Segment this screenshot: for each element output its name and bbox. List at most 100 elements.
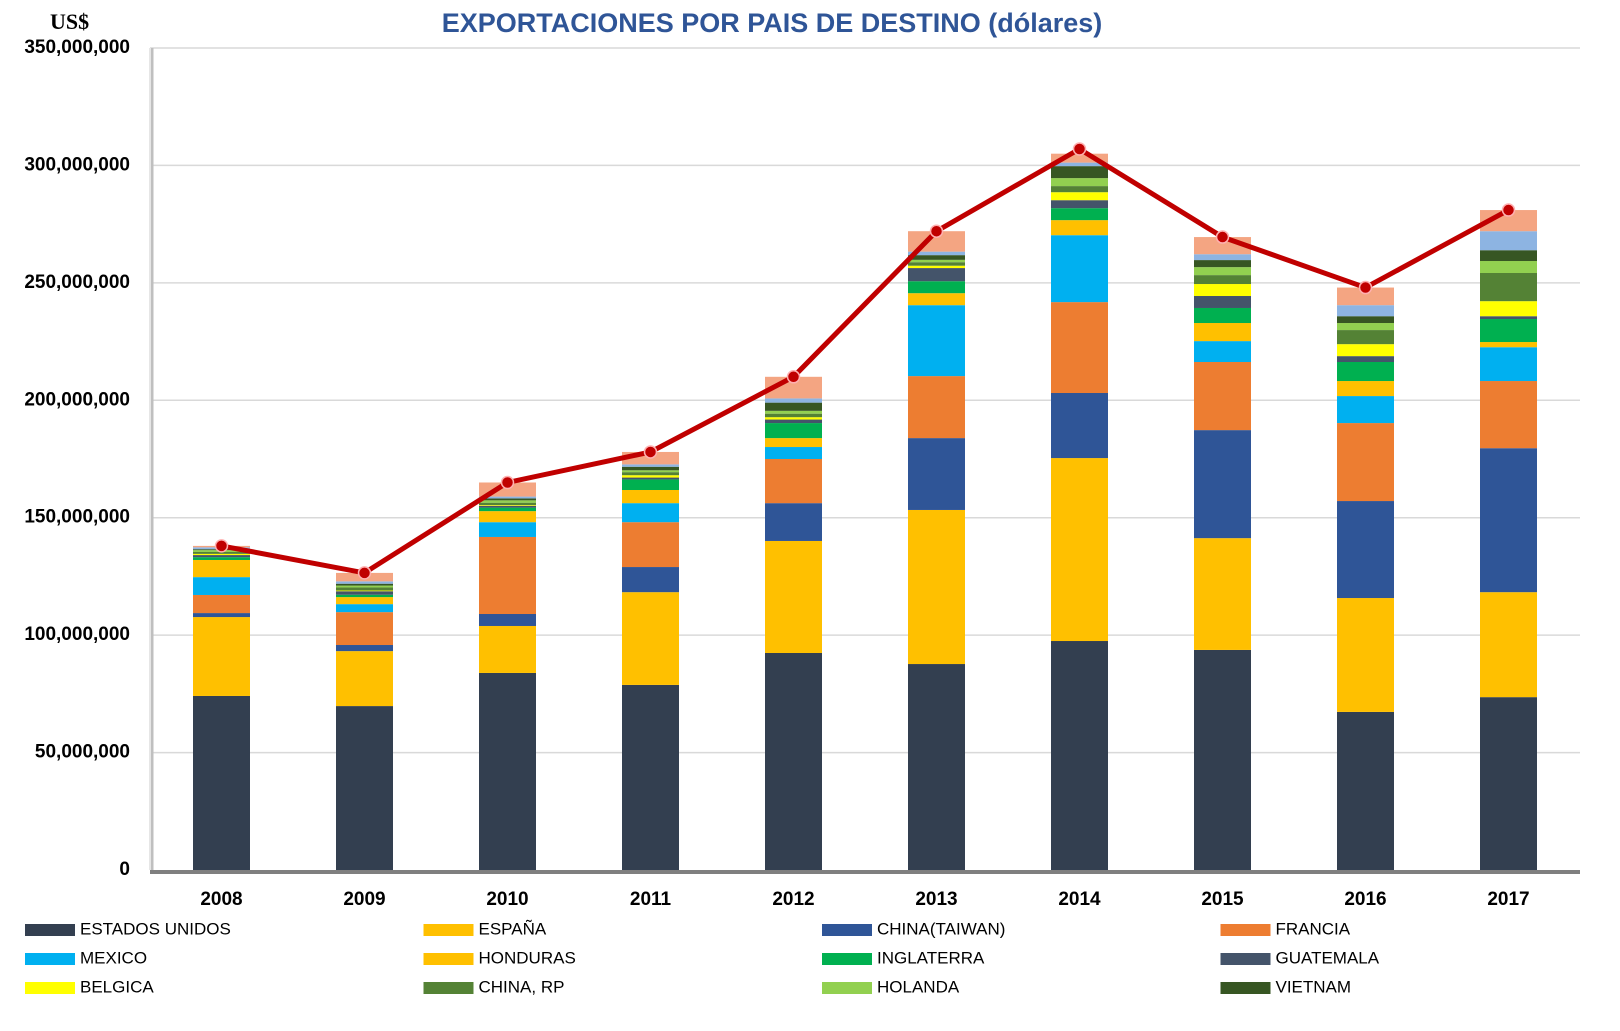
legend-swatch bbox=[822, 924, 872, 936]
bar-segment bbox=[908, 293, 965, 306]
legend-label: FRANCIA bbox=[1276, 919, 1351, 938]
y-tick-label: 100,000,000 bbox=[24, 624, 130, 645]
bar-segment bbox=[1480, 261, 1537, 273]
bar-segment bbox=[622, 475, 679, 478]
line-marker bbox=[214, 539, 229, 553]
bar-segment bbox=[1480, 448, 1537, 593]
bar-segment bbox=[336, 645, 393, 652]
bar-segment bbox=[1051, 220, 1108, 236]
bar-segment bbox=[622, 466, 679, 471]
bar-segment bbox=[1051, 302, 1108, 394]
bar-segment bbox=[1051, 641, 1108, 870]
bar-segment bbox=[193, 557, 250, 560]
bar-segment bbox=[479, 505, 536, 506]
bar-segment bbox=[908, 509, 965, 665]
x-tick-label: 2016 bbox=[1344, 889, 1386, 910]
line-marker bbox=[1215, 230, 1230, 244]
bar-segment bbox=[479, 672, 536, 870]
bar-segment bbox=[622, 464, 679, 467]
bar-segment bbox=[1051, 162, 1108, 167]
bar-segment bbox=[622, 684, 679, 870]
bar-segment bbox=[1337, 598, 1394, 712]
bar-segment bbox=[193, 613, 250, 618]
bar-segment bbox=[1194, 254, 1251, 261]
bar-segment bbox=[1337, 316, 1394, 324]
legend-swatch bbox=[1220, 953, 1271, 965]
bar-segment bbox=[1337, 381, 1394, 397]
line-marker bbox=[643, 445, 658, 459]
bar-segment bbox=[765, 540, 822, 653]
legend-swatch bbox=[822, 982, 872, 994]
bar-segment bbox=[1480, 316, 1537, 320]
legend-label: HONDURAS bbox=[479, 948, 576, 967]
x-tick-label: 2015 bbox=[1201, 889, 1244, 910]
bar-segment bbox=[908, 265, 965, 269]
bar-segment bbox=[336, 651, 393, 707]
bar-segment bbox=[622, 472, 679, 476]
legend-label: VIETNAM bbox=[1276, 977, 1352, 996]
bar-segment bbox=[1194, 260, 1251, 268]
bar-segment bbox=[193, 559, 250, 578]
bar-segment bbox=[1194, 362, 1251, 431]
bar-segment bbox=[1480, 319, 1537, 343]
x-tick-label: 2008 bbox=[200, 889, 242, 910]
legend-swatch bbox=[423, 924, 474, 936]
bar-segment bbox=[622, 470, 679, 473]
bar-segment bbox=[622, 522, 679, 568]
legend-label: HOLANDA bbox=[877, 977, 960, 996]
legend-label: INGLATERRA bbox=[877, 948, 985, 967]
bar-segment bbox=[622, 479, 679, 491]
bar-segment bbox=[765, 423, 822, 439]
bar-segment bbox=[479, 498, 536, 501]
bar-segment bbox=[193, 577, 250, 595]
bar-segment bbox=[336, 590, 393, 592]
bar-segment bbox=[336, 594, 393, 598]
bar-segment bbox=[908, 262, 965, 266]
bar-segment bbox=[479, 536, 536, 615]
bar-segment bbox=[1051, 153, 1108, 163]
bar-segment bbox=[1051, 235, 1108, 303]
bar-segment bbox=[908, 376, 965, 439]
bar-segment bbox=[1194, 296, 1251, 308]
line-marker bbox=[357, 566, 372, 580]
y-tick-label: 250,000,000 bbox=[24, 272, 130, 293]
bar-segment bbox=[908, 281, 965, 294]
bar-segment bbox=[479, 505, 536, 508]
legend-swatch bbox=[25, 982, 75, 994]
legend-swatch bbox=[822, 953, 872, 965]
legend-label: ESPAÑA bbox=[479, 919, 547, 938]
bar-segment bbox=[1480, 592, 1537, 698]
bar-segment bbox=[193, 617, 250, 696]
bar-segment bbox=[908, 259, 965, 263]
bar-segment bbox=[1480, 250, 1537, 262]
line-marker bbox=[1358, 280, 1373, 295]
bar-segment bbox=[622, 567, 679, 593]
legend-label: CHINA, RP bbox=[479, 977, 565, 996]
bar-segment bbox=[479, 500, 536, 503]
bar-segment bbox=[1480, 231, 1537, 251]
bar-segment bbox=[336, 585, 393, 588]
bar-segment bbox=[1194, 275, 1251, 285]
bar-segment bbox=[479, 496, 536, 499]
x-tick-label: 2013 bbox=[915, 889, 957, 910]
bar-segment bbox=[1480, 301, 1537, 317]
legend-label: CHINA(TAIWAN) bbox=[877, 919, 1005, 938]
y-tick-label: 50,000,000 bbox=[35, 742, 130, 763]
line-marker bbox=[500, 475, 515, 490]
bar-segment bbox=[1194, 649, 1251, 870]
bar-segment bbox=[1337, 323, 1394, 331]
bar-segment bbox=[336, 587, 393, 591]
bar-segment bbox=[1051, 393, 1108, 459]
bar-segment bbox=[1194, 284, 1251, 297]
bar-segment bbox=[908, 251, 965, 256]
bar-segment bbox=[1051, 166, 1108, 179]
line-marker bbox=[929, 224, 944, 238]
legend-swatch bbox=[25, 924, 75, 936]
y-tick-label: 0 bbox=[119, 859, 130, 880]
bar-segment bbox=[765, 438, 822, 448]
y-tick-label: 150,000,000 bbox=[24, 507, 130, 528]
bar-segment bbox=[479, 614, 536, 626]
y-tick-label: 200,000,000 bbox=[24, 389, 130, 410]
bar-segment bbox=[193, 555, 250, 558]
